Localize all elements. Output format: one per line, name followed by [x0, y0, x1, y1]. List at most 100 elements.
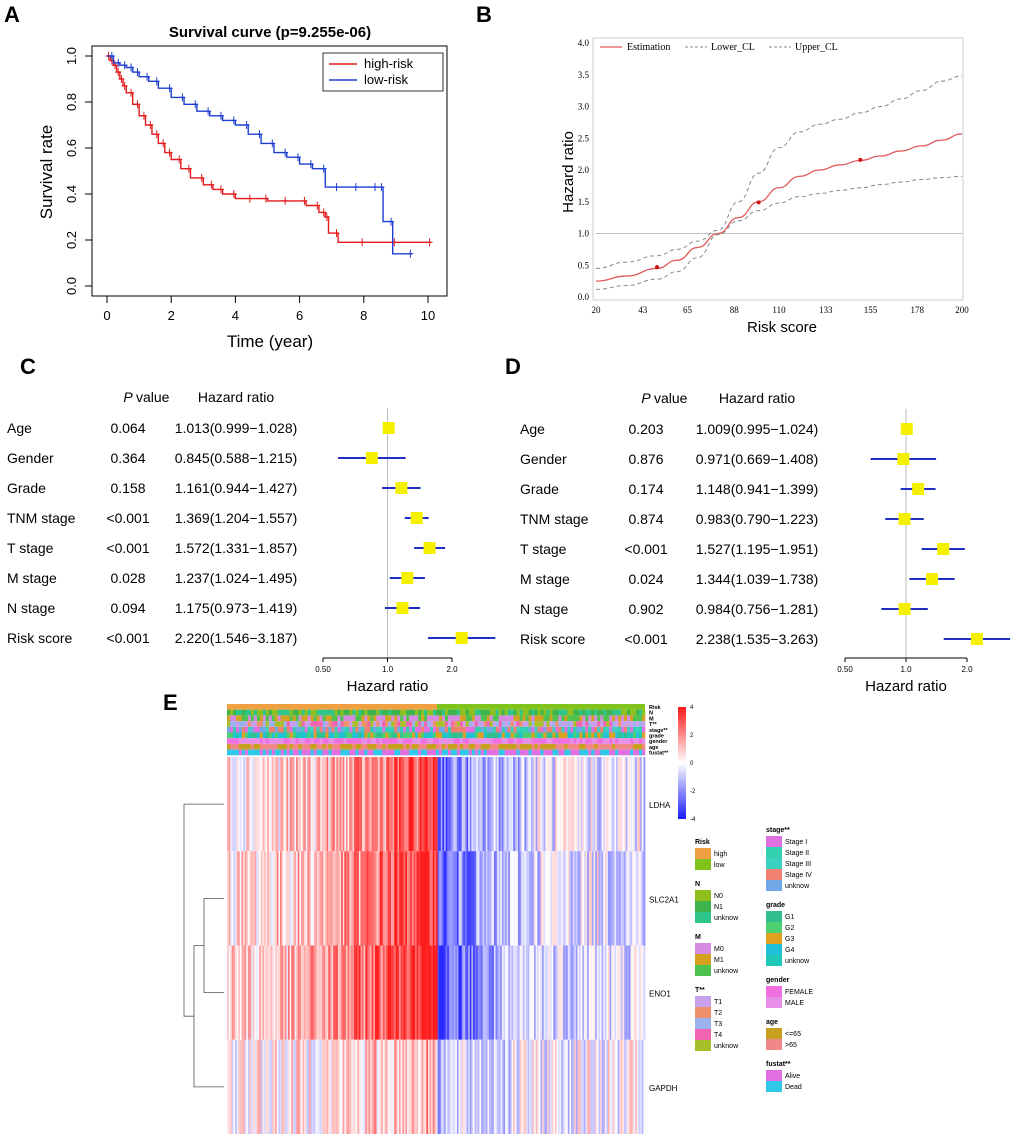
- track-cell: [570, 709, 574, 716]
- heatmap-cell: [416, 945, 419, 1040]
- track-cell: [388, 743, 392, 750]
- track-cell: [531, 738, 535, 744]
- track-cell: [253, 738, 258, 744]
- track-cell: [316, 715, 320, 722]
- heatmap-cell: [270, 851, 273, 946]
- track-cell: [546, 715, 550, 722]
- track-cell: [621, 726, 625, 733]
- heatmap-right-legend-swatch: [766, 1070, 782, 1081]
- heatmap-cell: [450, 851, 453, 946]
- track-cell: [534, 738, 538, 744]
- track-cell: [406, 726, 410, 733]
- track-cell: [280, 726, 285, 733]
- track-cell: [510, 726, 514, 733]
- track-cell: [382, 749, 386, 756]
- heatmap-cell: [632, 851, 635, 946]
- heatmap-cell: [341, 851, 344, 946]
- heatmap-cell: [563, 1039, 566, 1134]
- track-cell: [328, 732, 332, 739]
- heatmap-cell: [252, 851, 255, 946]
- track-cell: [295, 749, 299, 756]
- heatmap-cell: [625, 1039, 628, 1134]
- heatmap-left-legend-label: unknow: [714, 915, 739, 922]
- track-cell: [471, 715, 476, 722]
- track-cell: [642, 709, 646, 716]
- heatmap-right-legend-label: unknow: [785, 883, 810, 890]
- heatmap-cell: [479, 1039, 482, 1134]
- track-cell: [418, 749, 422, 756]
- track-cell: [358, 749, 362, 756]
- track-cell: [573, 709, 577, 716]
- heatmap-cell: [511, 851, 514, 946]
- track-cell: [483, 721, 488, 727]
- track-cell: [340, 743, 344, 750]
- heatmap-cell: [231, 851, 234, 946]
- heatmap-cell: [464, 757, 467, 852]
- track-cell: [247, 738, 252, 744]
- heatmap-cell: [386, 851, 389, 946]
- track-cell: [274, 738, 279, 744]
- heatmap-cell: [363, 1039, 366, 1134]
- heatmap-cell: [247, 1039, 250, 1134]
- track-cell: [364, 721, 368, 727]
- heatmap-cell: [416, 851, 419, 946]
- heatmap-cell: [461, 945, 464, 1040]
- track-cell: [313, 749, 317, 756]
- heatmap-cell: [418, 757, 421, 852]
- track-cell: [621, 749, 625, 756]
- heatmap-cell: [286, 851, 289, 946]
- heatmap-cell: [392, 945, 395, 1040]
- track-cell: [379, 749, 383, 756]
- track-cell: [358, 743, 362, 750]
- heatmap-cell: [559, 945, 562, 1040]
- heatmap-cell: [299, 851, 302, 946]
- track-cell: [289, 726, 293, 733]
- heatmap-cell: [455, 851, 458, 946]
- track-cell: [579, 721, 583, 727]
- heatmap-cell: [479, 851, 482, 946]
- track-cell: [633, 743, 637, 750]
- forest-c-hr-point: [395, 482, 408, 494]
- heatmap-cell: [519, 757, 522, 852]
- heatmap-cell: [263, 851, 266, 946]
- heatmap-cell: [508, 757, 511, 852]
- track-cell: [244, 743, 249, 750]
- track-cell: [492, 749, 497, 756]
- track-cell: [471, 749, 476, 756]
- heatmap-cell: [239, 945, 242, 1040]
- track-cell: [325, 709, 329, 716]
- heatmap-cell: [526, 945, 529, 1040]
- track-cell: [412, 743, 416, 750]
- hazard-xtick-label-1: 43: [638, 305, 648, 315]
- heatmap-cell: [638, 851, 641, 946]
- heatmap-cell: [511, 1039, 514, 1134]
- track-cell: [307, 721, 311, 727]
- track-cell: [283, 749, 288, 756]
- heatmap-cell: [400, 945, 403, 1040]
- heatmap-cell: [365, 945, 368, 1040]
- heatmap-cell: [255, 851, 258, 946]
- heatmap-right-legend-label: Alive: [785, 1073, 800, 1080]
- heatmap-right-legend-swatch: [766, 986, 782, 997]
- track-cell: [325, 738, 329, 744]
- heatmap-cell: [233, 1039, 236, 1134]
- track-cell: [367, 715, 371, 722]
- heatmap-cell: [476, 851, 479, 946]
- heatmap-cell: [601, 757, 604, 852]
- track-cell: [232, 726, 237, 733]
- heatmap-cell: [296, 757, 299, 852]
- heatmap-cell: [337, 851, 340, 946]
- heatmap-cell: [418, 851, 421, 946]
- heatmap-cell: [641, 1039, 644, 1134]
- heatmap-cell: [524, 1039, 527, 1134]
- heatmap-cell: [305, 757, 308, 852]
- heatmap-cell: [542, 945, 545, 1040]
- heatmap-cell: [267, 1039, 270, 1134]
- heatmap-cell: [358, 757, 361, 852]
- heatmap-cell: [477, 757, 480, 852]
- track-cell: [576, 721, 580, 727]
- track-cell: [364, 732, 368, 739]
- track-cell: [319, 726, 323, 733]
- track-cell: [603, 721, 607, 727]
- heatmap-cell: [526, 851, 529, 946]
